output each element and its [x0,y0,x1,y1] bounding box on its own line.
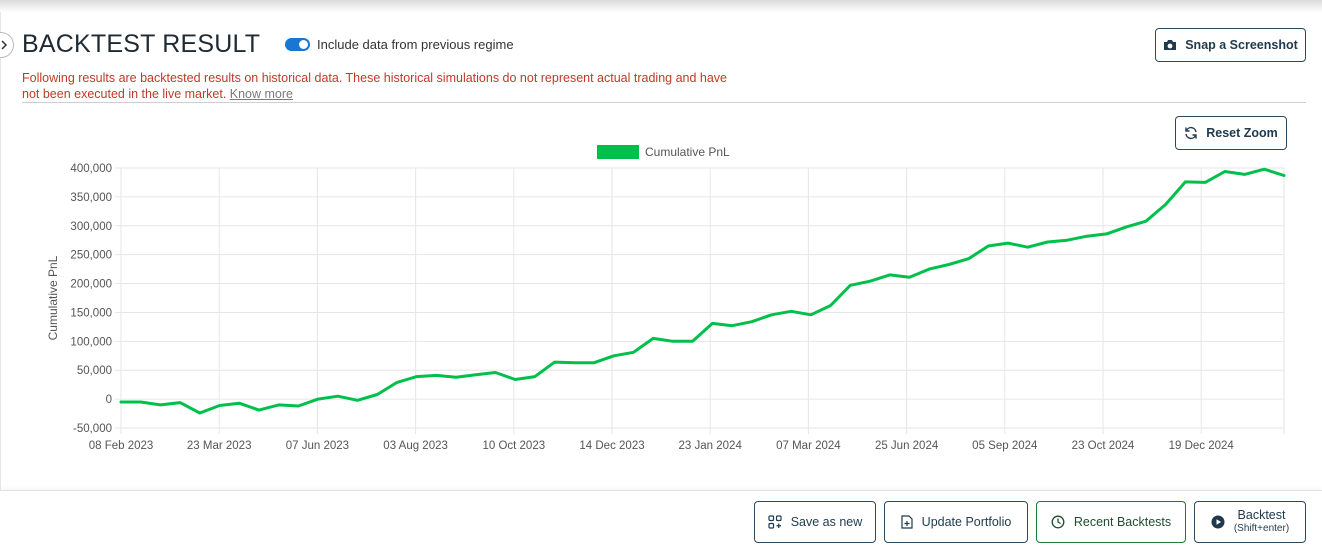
x-tick-label: 25 Jun 2024 [875,440,939,452]
legend-label: Cumulative PnL [645,145,730,159]
reset-zoom-button[interactable]: Reset Zoom [1175,116,1287,150]
y-tick-label: 200,000 [70,279,112,291]
y-tick-label: 150,000 [70,307,112,319]
x-tick-label: 23 Jan 2024 [679,440,743,452]
backtest-label: Backtest [1237,508,1286,522]
x-tick-label: 03 Aug 2023 [383,440,448,452]
pnl-chart-svg[interactable]: Cumulative PnL 400,000 350,000 300,000 250,0… [0,140,1322,460]
action-bar: Save as new Update Portfolio Recent Back… [0,490,1322,546]
top-shadow [0,0,1322,12]
y-tick-label: 0 [106,394,112,406]
recent-backtests-button[interactable]: Recent Backtests [1036,501,1186,543]
refresh-icon [1184,126,1198,140]
disclaimer-text: Following results are backtested results… [22,70,742,102]
save-as-new-label: Save as new [790,515,863,529]
y-tick-label: -50,000 [73,423,112,435]
disclaimer-body: Following results are backtested results… [22,71,728,101]
x-tick-label: 08 Feb 2023 [89,440,154,452]
y-tick-label: 100,000 [70,336,112,348]
y-tick-label: 300,000 [70,221,112,233]
update-portfolio-label: Update Portfolio [921,515,1012,529]
run-backtest-button[interactable]: Backtest (Shift+enter) [1194,501,1306,543]
camera-icon [1163,39,1177,51]
pnl-chart[interactable]: Cumulative PnL 400,000 350,000 300,000 250,0… [0,140,1322,460]
regime-toggle[interactable] [285,38,310,51]
x-tick-label: 23 Oct 2024 [1072,440,1135,452]
x-tick-label: 19 Dec 2024 [1169,440,1235,452]
backtest-label-group: Backtest (Shift+enter) [1234,508,1289,536]
y-tick-label: 50,000 [77,365,112,377]
grid-plus-icon [768,515,782,529]
cumulative-pnl-line [119,167,1286,415]
recent-backtests-label: Recent Backtests [1073,515,1172,529]
save-as-new-button[interactable]: Save as new [754,501,876,543]
x-tick-label: 05 Sep 2024 [972,440,1038,452]
result-card [0,12,1322,490]
header-divider [22,102,1306,103]
page-title: BACKTEST RESULT [22,30,261,58]
x-tick-label: 10 Oct 2023 [482,440,545,452]
know-more-link[interactable]: Know more [229,87,293,101]
file-plus-icon [901,515,913,529]
toggle-knob [299,40,308,49]
regime-toggle-label: Include data from previous regime [317,37,514,52]
sidebar-toggle-button[interactable] [0,32,14,58]
x-tick-label: 07 Jun 2023 [286,440,349,452]
chevron-right-icon [0,40,9,50]
play-circle-icon [1211,515,1225,529]
y-axis-title: Cumulative PnL [46,255,60,340]
x-tick-label: 23 Mar 2023 [187,440,252,452]
snap-screenshot-label: Snap a Screenshot [1185,38,1298,52]
x-tick-label: 14 Dec 2023 [579,440,644,452]
backtest-shortcut: (Shift+enter) [1233,523,1290,534]
y-tick-label: 350,000 [70,192,112,204]
x-tick-label: 07 Mar 2024 [776,440,841,452]
clock-icon [1051,515,1065,529]
snap-screenshot-button[interactable]: Snap a Screenshot [1155,28,1306,62]
update-portfolio-button[interactable]: Update Portfolio [884,501,1028,543]
legend-swatch [597,145,639,159]
y-tick-label: 250,000 [70,250,112,262]
y-tick-label: 400,000 [70,163,112,175]
reset-zoom-label: Reset Zoom [1206,126,1278,140]
